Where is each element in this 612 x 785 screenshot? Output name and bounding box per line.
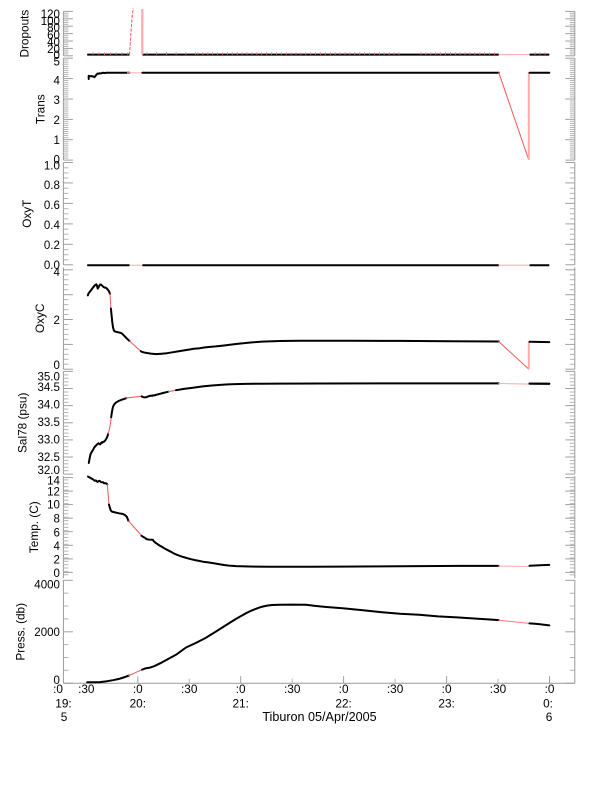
svg-text:0: 0 (53, 568, 59, 580)
svg-text:0:: 0: (543, 697, 553, 711)
svg-text:6: 6 (546, 710, 553, 724)
svg-text:120: 120 (41, 9, 60, 21)
svg-text:4000: 4000 (34, 580, 60, 592)
svg-text:0.6: 0.6 (44, 200, 60, 212)
svg-text:14: 14 (47, 476, 60, 488)
svg-text::30: :30 (387, 682, 404, 696)
svg-text::30: :30 (490, 682, 507, 696)
svg-text:3: 3 (53, 95, 59, 107)
svg-text:20: 20 (47, 44, 60, 56)
svg-text:34.0: 34.0 (38, 400, 60, 412)
svg-text:4: 4 (53, 267, 60, 279)
svg-text:0.4: 0.4 (44, 220, 61, 232)
svg-text:2000: 2000 (34, 627, 60, 639)
svg-text:5: 5 (53, 57, 59, 69)
svg-text:33.5: 33.5 (38, 417, 60, 429)
svg-text:2: 2 (53, 315, 59, 327)
svg-text:34.5: 34.5 (38, 382, 60, 394)
svg-text::0: :0 (545, 682, 555, 696)
svg-text::0: :0 (339, 682, 349, 696)
svg-text:10: 10 (47, 500, 60, 512)
svg-text::0: :0 (442, 682, 452, 696)
svg-text:100: 100 (41, 16, 60, 28)
svg-text:6: 6 (53, 527, 59, 539)
svg-text:0: 0 (53, 360, 59, 372)
svg-text:1.0: 1.0 (44, 160, 60, 172)
svg-text:20:: 20: (130, 697, 146, 711)
svg-text:OxyT: OxyT (20, 200, 34, 228)
svg-text::30: :30 (78, 682, 95, 696)
svg-text:2: 2 (53, 555, 59, 567)
svg-text:OxyC: OxyC (33, 303, 47, 333)
svg-text:23:: 23: (438, 697, 454, 711)
svg-text:Tiburon 05/Apr/2005: Tiburon 05/Apr/2005 (262, 710, 376, 724)
svg-text:1: 1 (53, 135, 59, 147)
svg-text:22:: 22: (335, 697, 351, 711)
svg-text:0: 0 (53, 155, 59, 167)
svg-text:32.0: 32.0 (38, 465, 60, 477)
svg-text:80: 80 (47, 23, 60, 35)
svg-text:8: 8 (53, 513, 59, 525)
svg-text:35.0: 35.0 (38, 371, 60, 383)
svg-text:21:: 21: (232, 697, 248, 711)
svg-text:12: 12 (47, 487, 60, 499)
svg-text:Dropouts: Dropouts (17, 10, 31, 58)
svg-text::30: :30 (181, 682, 198, 696)
svg-text::0: :0 (53, 682, 63, 696)
svg-text:0: 0 (53, 675, 59, 687)
svg-text:32.5: 32.5 (38, 452, 60, 464)
svg-text::0: :0 (236, 682, 246, 696)
svg-text:Sal78 (psu): Sal78 (psu) (15, 393, 29, 453)
svg-text:5: 5 (61, 710, 68, 724)
svg-text:4: 4 (53, 541, 60, 553)
svg-text:0.0: 0.0 (44, 260, 60, 272)
svg-text:Press. (db): Press. (db) (13, 603, 27, 661)
svg-text:4: 4 (53, 76, 60, 88)
svg-text:0.2: 0.2 (44, 240, 60, 252)
svg-text:Trans: Trans (34, 94, 48, 124)
svg-text:40: 40 (47, 37, 60, 49)
svg-text:0: 0 (53, 50, 59, 62)
svg-text::30: :30 (284, 682, 301, 696)
svg-text:19:: 19: (55, 697, 71, 711)
svg-text:2: 2 (53, 115, 59, 127)
svg-text:Temp. (C): Temp. (C) (27, 501, 41, 553)
svg-text:33.0: 33.0 (38, 435, 60, 447)
svg-text:0.8: 0.8 (44, 180, 60, 192)
svg-text::0: :0 (133, 682, 143, 696)
svg-text:60: 60 (47, 30, 60, 42)
